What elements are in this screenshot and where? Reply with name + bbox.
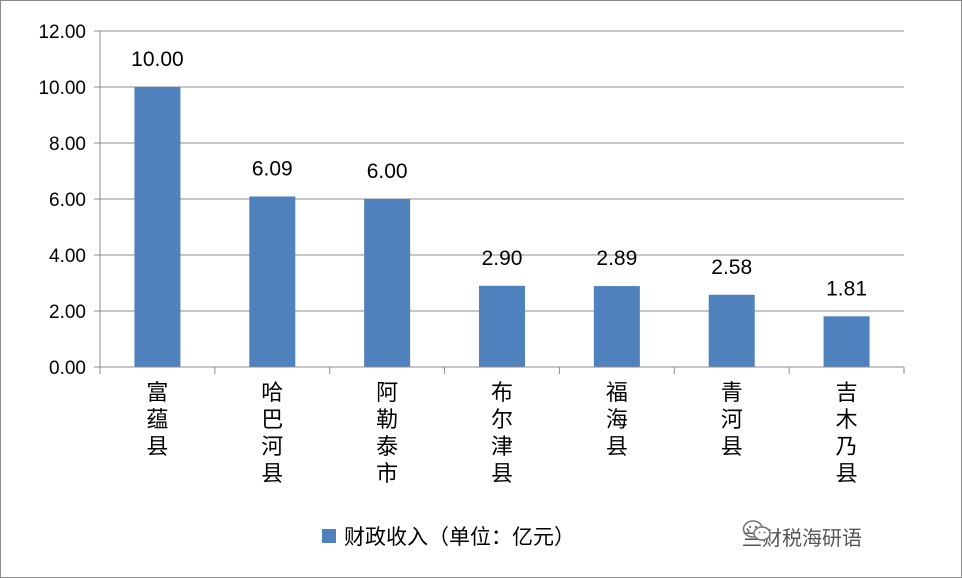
x-tick-label: 布尔津县 — [491, 381, 513, 487]
data-label: 2.58 — [711, 256, 752, 279]
x-tick-label: 吉木乃县 — [836, 381, 858, 487]
x-tick-label: 青河县 — [721, 381, 743, 460]
data-label: 10.00 — [131, 48, 184, 71]
y-tick-label: 10.00 — [38, 78, 86, 99]
legend: 财政收入（单位：亿元） — [322, 519, 575, 553]
x-tick-label: 福海县 — [606, 381, 628, 460]
legend-swatch — [322, 529, 336, 543]
y-tick-label: 8.00 — [49, 134, 86, 155]
y-tick-label: 2.00 — [49, 302, 86, 323]
watermark: 兰财税海研语 — [742, 519, 862, 553]
y-tick-label: 6.00 — [49, 190, 86, 211]
legend-label: 财政收入（单位：亿元） — [344, 525, 575, 549]
bar — [708, 294, 755, 367]
wechat-icon — [742, 520, 771, 541]
y-tick-label: 0.00 — [49, 358, 86, 379]
data-label: 2.89 — [596, 247, 637, 270]
y-tick-label: 4.00 — [49, 246, 86, 267]
y-tick-label: 12.00 — [38, 22, 86, 43]
bar — [134, 87, 181, 367]
data-label: 2.90 — [482, 247, 523, 270]
data-label: 1.81 — [826, 277, 867, 300]
x-tick-label: 哈巴河县 — [261, 381, 283, 487]
bar — [479, 285, 525, 367]
bar — [249, 196, 296, 367]
bar — [364, 199, 411, 367]
bar — [823, 316, 870, 367]
data-label: 6.09 — [252, 157, 293, 180]
x-tick-label: 富蕴县 — [146, 381, 168, 460]
data-label: 6.00 — [367, 160, 408, 183]
bar — [593, 286, 640, 367]
x-tick-label: 阿勒泰市 — [376, 381, 398, 487]
